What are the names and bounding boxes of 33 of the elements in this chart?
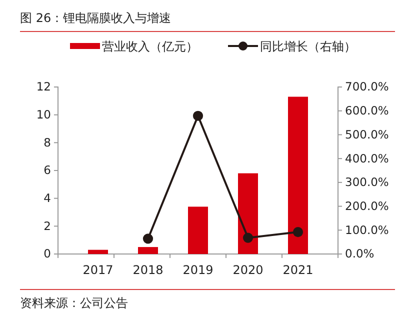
y2-tick-label: 500.0% [345,127,389,142]
y2-tick-label: 200.0% [345,198,389,213]
chart-title: 图 26：锂电隔膜收入与增速 [20,11,172,25]
text: 资料来源：公司公告 [20,296,128,310]
y-tick-label: 10 [36,108,51,122]
legend-label: 营业收入（亿元） [102,40,198,54]
y2-tick-label: 700.0% [345,80,389,94]
x-tick-label: 2019 [182,263,214,277]
legend-label: 同比增长（右轴） [260,40,356,54]
y2-tick-label: 300.0% [345,175,389,190]
x-tick-label: 2017 [82,263,114,277]
point [192,110,204,121]
y2-tick-label: 0.0% [345,246,374,261]
point [242,232,254,243]
y2-tick-label: 600.0% [345,104,389,118]
y-tick-label: 8 [44,135,51,150]
bar [288,96,308,254]
y2-tick-label: 100.0% [345,222,389,237]
x-tick-label: 2020 [232,263,264,277]
bar [138,247,158,254]
x-tick-label: 2021 [282,263,314,277]
y2-tick-label: 400.0% [345,151,389,166]
y-tick-label: 12 [36,80,51,94]
bar [238,173,258,254]
point [142,234,154,244]
bar [188,206,208,254]
y-tick-label: 0 [44,246,51,261]
point [292,227,304,238]
y-tick-label: 2 [44,218,51,233]
x-tick-label: 2018 [132,263,164,277]
y-tick-label: 6 [44,163,51,178]
bar [88,250,108,254]
y-tick-label: 4 [44,191,51,206]
